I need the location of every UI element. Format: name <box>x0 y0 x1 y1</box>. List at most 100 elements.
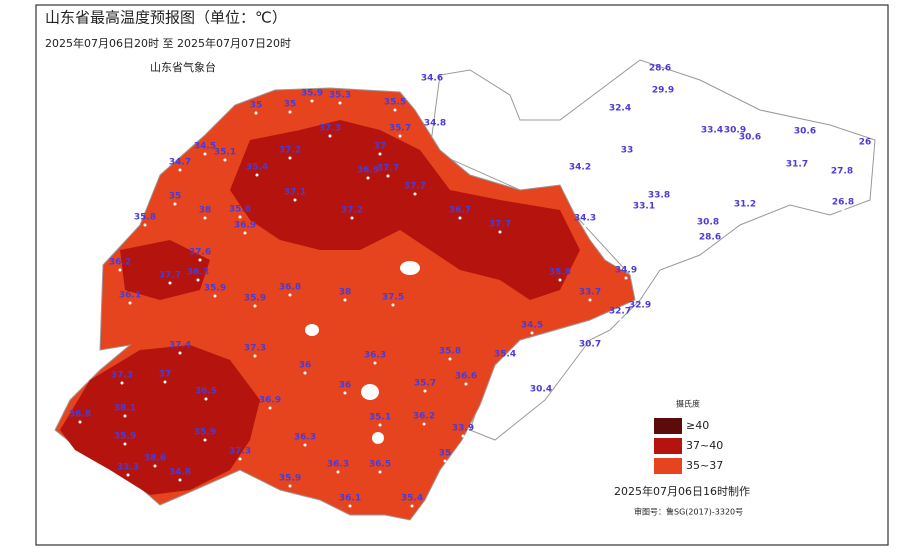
station-dot <box>588 298 592 302</box>
station-value: 35.8 <box>134 213 156 223</box>
station-value: 35.4 <box>401 494 423 504</box>
station-dot <box>583 224 587 228</box>
station-value: 35 <box>250 101 263 111</box>
station-dot <box>173 202 177 206</box>
station-value: 36.6 <box>455 372 477 382</box>
station-dot <box>123 414 127 418</box>
station-dot <box>423 389 427 393</box>
station-value: 33 <box>621 146 634 156</box>
station-dot <box>123 442 127 446</box>
station-value: 30.8 <box>697 218 719 228</box>
station-dot <box>393 108 397 112</box>
station-dot <box>624 276 628 280</box>
station-dot <box>638 311 642 315</box>
station-value: 35.8 <box>439 347 461 357</box>
station-value: 36.1 <box>119 291 141 301</box>
station-value: 34.8 <box>169 468 191 478</box>
station-dot <box>336 470 340 474</box>
station-value: 35.4 <box>494 350 516 360</box>
station-dot <box>618 317 622 321</box>
station-dot <box>748 143 752 147</box>
title: 山东省最高温度预报图（单位：℃） <box>45 9 287 27</box>
station-value: 33.8 <box>648 191 670 201</box>
station-value: 26 <box>859 138 872 148</box>
station-dot <box>378 152 382 156</box>
station-dot <box>378 470 382 474</box>
station-dot <box>350 216 354 220</box>
station-dot <box>118 268 122 272</box>
station-value: 36 <box>299 361 312 371</box>
station-value: 35.3 <box>329 91 351 101</box>
station-dot <box>253 354 257 358</box>
station-dot <box>78 420 82 424</box>
station-dot <box>268 406 272 410</box>
station-value: 36.1 <box>339 494 361 504</box>
stations: 34.628.629.932.433.4 30.930.630.62635.335… <box>69 64 871 508</box>
station-value: 36.9 <box>259 396 281 406</box>
station-value: 35.9 <box>204 284 226 294</box>
approval: 审图号：鲁SG(2017)-3320号 <box>634 507 743 517</box>
station-dot <box>578 173 582 177</box>
station-dot <box>178 478 182 482</box>
station-value: 36.3 <box>364 351 386 361</box>
station-dot <box>706 228 710 232</box>
station-value: 37.3 <box>319 124 341 134</box>
station-dot <box>558 278 562 282</box>
station-value: 32.7 <box>609 307 631 317</box>
station-dot <box>198 258 202 262</box>
station-dot <box>841 208 845 212</box>
station-value: 35 <box>439 449 452 459</box>
station-value: 36.5 <box>195 387 217 397</box>
station-dot <box>710 136 714 140</box>
legend-title: 摄氏度 <box>676 399 700 409</box>
station-value: 28.6 <box>699 233 721 243</box>
station-value: 35.8 <box>549 268 571 278</box>
station-dot <box>178 168 182 172</box>
station-value: 37.5 <box>382 293 404 303</box>
station-dot <box>661 96 665 100</box>
station-dot <box>458 216 462 220</box>
station-value: 30.7 <box>579 340 601 350</box>
station-value: 34.3 <box>574 214 596 224</box>
station-dot <box>153 464 157 468</box>
station-value: 34.6 <box>421 74 443 84</box>
station-dot <box>288 110 292 114</box>
station-dot <box>733 136 737 140</box>
station-dot <box>310 99 314 103</box>
station-value: 34.5 <box>194 142 216 152</box>
legend-label: 37~40 <box>686 439 723 452</box>
station-value: 34.2 <box>569 163 591 173</box>
station-dot <box>795 170 799 174</box>
station-value: 30.6 <box>739 133 761 143</box>
station-value: 37.7 <box>404 182 426 192</box>
station-dot <box>203 216 207 220</box>
station-value: 36.5 <box>369 460 391 470</box>
station-value: 38 <box>339 288 352 298</box>
period: 2025年07月06日20时 至 2025年07月07日20时 <box>45 36 291 50</box>
station-dot <box>126 473 130 477</box>
station-value: 34.9 <box>615 266 637 276</box>
station-value: 36.8 <box>69 410 91 420</box>
station-dot <box>343 391 347 395</box>
station-value: 37.3 <box>111 371 133 381</box>
station-value: 37.3 <box>244 344 266 354</box>
station-value: 37.4 <box>169 341 191 351</box>
station-dot <box>530 331 534 335</box>
station-value: 37.7 <box>489 220 511 230</box>
station-value: 30.6 <box>794 127 816 137</box>
station-dot <box>658 74 662 78</box>
station-dot <box>168 281 172 285</box>
station-value: 36.9 <box>234 221 256 231</box>
station-value: 35.7 <box>389 124 411 134</box>
station-dot <box>386 174 390 178</box>
station-dot <box>840 177 844 181</box>
station-dot <box>373 361 377 365</box>
station-dot <box>288 156 292 160</box>
station-value: 33.4 <box>701 126 723 136</box>
station-dot <box>203 152 207 156</box>
station-dot <box>143 223 147 227</box>
station-value: 29.9 <box>652 86 674 96</box>
station-value: 30.4 <box>530 385 552 395</box>
station-value: 35.4 <box>246 163 268 173</box>
